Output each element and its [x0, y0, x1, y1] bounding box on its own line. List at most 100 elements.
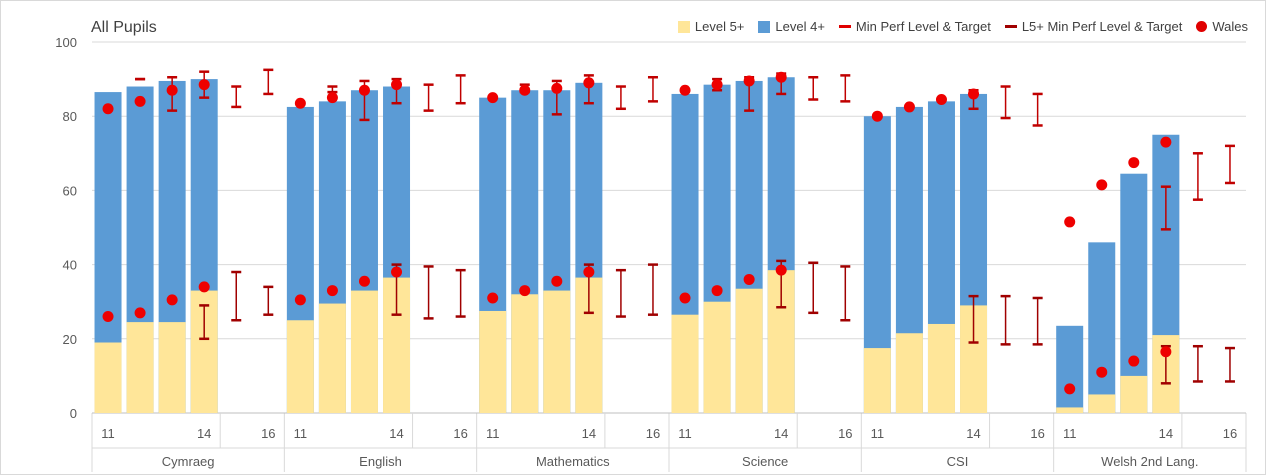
legend-swatch: [1004, 25, 1017, 28]
wales-marker: [102, 311, 114, 323]
x-tick-label: 11: [678, 426, 692, 441]
legend-label: Level 4+: [775, 19, 825, 34]
wales-marker: [326, 92, 338, 104]
x-tick-label: 11: [101, 426, 115, 441]
level5-bar: [671, 314, 699, 413]
wales-marker: [1064, 383, 1076, 395]
wales-marker: [583, 266, 595, 278]
wales-marker: [551, 82, 563, 94]
wales-marker: [743, 75, 755, 87]
wales-marker: [198, 79, 210, 91]
wales-marker: [1064, 216, 1076, 228]
legend-swatch: [1196, 21, 1208, 32]
wales-marker: [968, 88, 980, 100]
level5-bar: [1088, 394, 1116, 413]
x-tick-label: 16: [838, 426, 852, 441]
level5-bar: [350, 290, 378, 413]
y-tick-label: 80: [63, 109, 77, 124]
wales-marker: [903, 101, 915, 113]
wales-marker: [679, 84, 691, 96]
wales-marker: [391, 266, 403, 278]
x-tick-label: 14: [389, 426, 403, 441]
legend-swatch: [838, 25, 851, 28]
category-label: CSI: [947, 454, 969, 469]
level5-bar: [895, 333, 923, 413]
y-tick-label: 40: [63, 258, 77, 273]
wales-marker: [711, 285, 723, 297]
level5-bar: [735, 288, 763, 413]
level4-bar: [1088, 242, 1116, 413]
x-tick-label: 11: [1063, 426, 1077, 441]
y-tick-label: 100: [55, 35, 77, 50]
level4-bar: [1056, 325, 1084, 413]
wales-marker: [134, 307, 146, 319]
wales-marker: [775, 71, 787, 83]
x-tick-label: 16: [1030, 426, 1044, 441]
wales-marker: [871, 110, 883, 122]
legend-label: Level 5+: [694, 19, 745, 34]
wales-marker: [198, 281, 210, 293]
wales-marker: [1096, 366, 1108, 378]
wales-marker: [519, 285, 531, 297]
legend-label: Wales: [1212, 19, 1248, 34]
level5-bar: [543, 290, 571, 413]
legend-label: Min Perf Level & Target: [855, 19, 991, 34]
legend-item-l5minperf: L5+ Min Perf Level & Target: [1004, 19, 1183, 34]
level5-bar: [927, 323, 955, 413]
legend-label: L5+ Min Perf Level & Target: [1021, 19, 1183, 34]
wales-marker: [775, 264, 787, 276]
x-tick-label: 11: [294, 426, 308, 441]
legend-item-wales: Wales: [1196, 19, 1248, 34]
legend-item-level5: Level 5+: [677, 19, 745, 34]
wales-marker: [487, 292, 499, 304]
x-tick-label: 16: [646, 426, 660, 441]
y-tick-label: 20: [63, 332, 77, 347]
wales-marker: [935, 94, 947, 106]
wales-marker: [679, 292, 691, 304]
legend-item-level4: Level 4+: [758, 19, 825, 34]
wales-marker: [102, 103, 114, 115]
level5-bar: [1120, 375, 1148, 413]
legend-item-minperf: Min Perf Level & Target: [838, 19, 991, 34]
x-tick-label: 14: [582, 426, 596, 441]
legend-swatch: [677, 20, 690, 33]
level5-bar: [863, 348, 891, 413]
wales-marker: [294, 294, 306, 306]
x-tick-label: 16: [261, 426, 275, 441]
wales-marker: [358, 84, 370, 96]
wales-marker: [711, 79, 723, 91]
x-tick-label: 16: [1223, 426, 1237, 441]
wales-marker: [294, 97, 306, 109]
x-tick-label: 16: [453, 426, 467, 441]
wales-marker: [166, 84, 178, 96]
wales-marker: [1160, 346, 1172, 358]
level4-bar: [1120, 173, 1148, 413]
wales-marker: [1128, 157, 1140, 169]
level5-bar: [126, 322, 154, 413]
level5-bar: [1056, 407, 1084, 413]
level5-bar: [94, 342, 122, 413]
category-label: Science: [742, 454, 788, 469]
wales-marker: [487, 92, 499, 104]
wales-marker: [551, 275, 563, 287]
wales-marker: [519, 84, 531, 96]
y-tick-label: 0: [70, 406, 77, 421]
wales-marker: [326, 285, 338, 297]
category-label: Mathematics: [536, 454, 610, 469]
y-tick-label: 60: [63, 183, 77, 198]
wales-marker: [1160, 136, 1172, 148]
wales-marker: [1096, 179, 1108, 191]
wales-marker: [1128, 355, 1140, 367]
wales-marker: [743, 273, 755, 285]
wales-marker: [166, 294, 178, 306]
wales-marker: [583, 77, 595, 89]
category-label: English: [359, 454, 402, 469]
wales-marker: [358, 275, 370, 287]
wales-marker: [134, 95, 146, 107]
category-label: Welsh 2nd Lang.: [1101, 454, 1198, 469]
x-tick-label: 14: [1159, 426, 1173, 441]
wales-marker: [391, 79, 403, 91]
x-tick-label: 14: [774, 426, 788, 441]
level5-bar: [158, 322, 186, 413]
